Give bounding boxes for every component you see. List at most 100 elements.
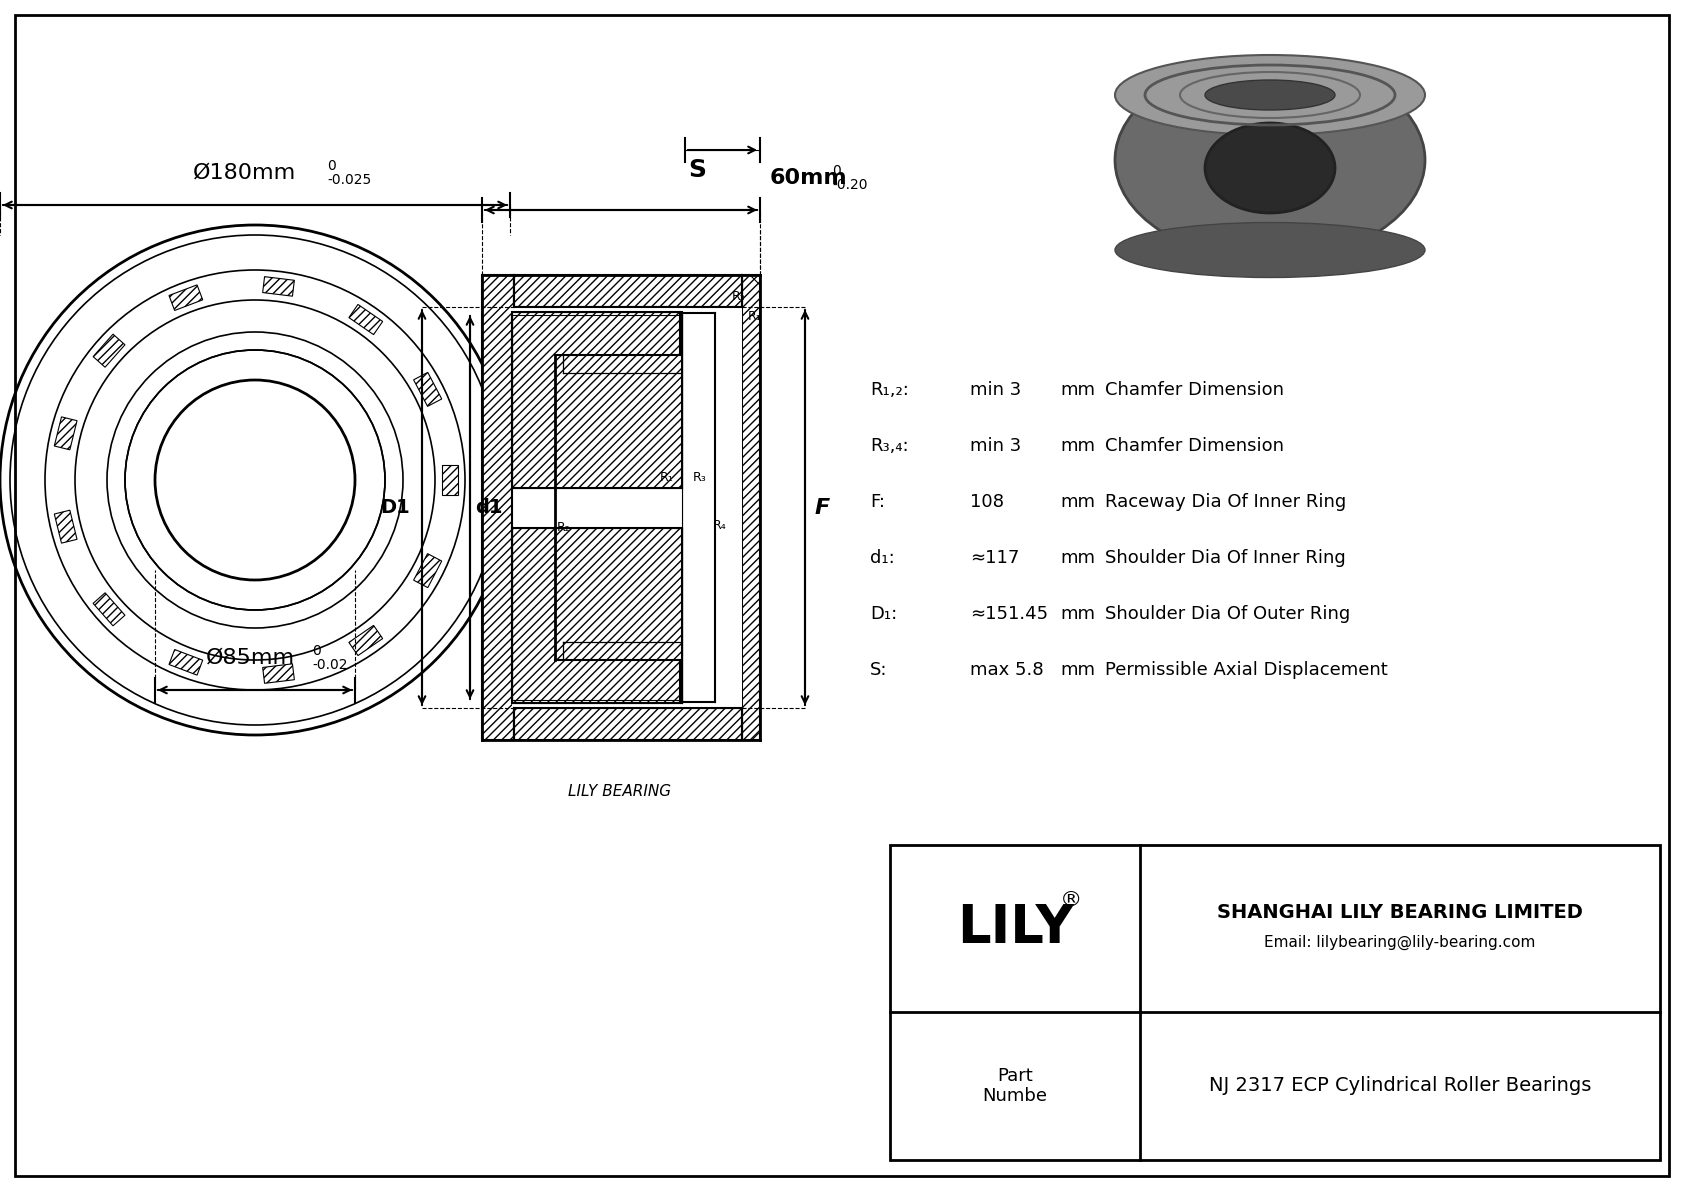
Text: 108: 108: [970, 493, 1004, 511]
Bar: [54, 510, 77, 543]
Text: SHANGHAI LILY BEARING LIMITED: SHANGHAI LILY BEARING LIMITED: [1218, 903, 1583, 922]
Bar: [349, 305, 382, 335]
Text: mm: mm: [1059, 549, 1095, 567]
Text: -0.20: -0.20: [832, 177, 867, 192]
Text: max 5.8: max 5.8: [970, 661, 1044, 679]
Bar: [168, 649, 202, 675]
Text: -0.025: -0.025: [327, 173, 370, 187]
Text: D1: D1: [381, 498, 409, 517]
Bar: [680, 313, 716, 701]
Text: Shoulder Dia Of Inner Ring: Shoulder Dia Of Inner Ring: [1105, 549, 1346, 567]
Text: Part
Numbe: Part Numbe: [982, 1067, 1047, 1105]
Ellipse shape: [1115, 223, 1425, 278]
Bar: [680, 313, 716, 701]
Ellipse shape: [1115, 55, 1425, 135]
Bar: [93, 593, 125, 625]
Text: Ø180mm: Ø180mm: [194, 163, 296, 183]
Text: LILY BEARING: LILY BEARING: [569, 785, 672, 799]
Text: min 3: min 3: [970, 437, 1021, 455]
Text: F: F: [815, 498, 830, 518]
Bar: [54, 417, 77, 450]
Bar: [168, 285, 202, 311]
Bar: [680, 307, 743, 707]
Text: R₁,₂:: R₁,₂:: [871, 381, 909, 399]
Bar: [263, 663, 295, 684]
Bar: [414, 554, 441, 587]
Bar: [514, 707, 743, 740]
Bar: [349, 305, 382, 335]
Bar: [514, 275, 743, 307]
Text: Chamfer Dimension: Chamfer Dimension: [1105, 437, 1283, 455]
Text: R₂: R₂: [733, 291, 746, 304]
Text: 0: 0: [312, 644, 320, 657]
Text: ≈151.45: ≈151.45: [970, 605, 1047, 623]
Text: Ø85mm: Ø85mm: [205, 648, 295, 668]
Bar: [512, 314, 682, 700]
Text: 0: 0: [832, 164, 840, 177]
Bar: [743, 275, 759, 740]
Text: 0: 0: [327, 160, 335, 173]
Text: NJ 2317 ECP Cylindrical Roller Bearings: NJ 2317 ECP Cylindrical Roller Bearings: [1209, 1077, 1591, 1096]
Bar: [349, 625, 382, 655]
Text: min 3: min 3: [970, 381, 1021, 399]
Text: S: S: [689, 158, 707, 182]
Bar: [93, 335, 125, 367]
Ellipse shape: [1115, 60, 1425, 260]
Bar: [716, 307, 743, 707]
Text: mm: mm: [1059, 493, 1095, 511]
Bar: [556, 355, 680, 660]
Bar: [168, 649, 202, 675]
Text: ≈117: ≈117: [970, 549, 1019, 567]
Bar: [93, 593, 125, 625]
Bar: [512, 314, 682, 700]
Text: D₁:: D₁:: [871, 605, 898, 623]
Bar: [414, 373, 441, 406]
Text: d1: d1: [475, 498, 502, 517]
Text: ®: ®: [1059, 891, 1083, 910]
Bar: [512, 307, 682, 707]
Bar: [482, 275, 514, 740]
Text: Raceway Dia Of Inner Ring: Raceway Dia Of Inner Ring: [1105, 493, 1346, 511]
Bar: [891, 844, 1660, 1160]
Bar: [514, 707, 743, 740]
Bar: [441, 464, 458, 495]
Bar: [512, 528, 682, 703]
Bar: [556, 355, 680, 660]
Text: LILY: LILY: [957, 903, 1073, 954]
Bar: [54, 510, 77, 543]
Bar: [414, 373, 441, 406]
Text: Email: lilybearing@lily-bearing.com: Email: lilybearing@lily-bearing.com: [1265, 935, 1536, 950]
Bar: [514, 275, 743, 307]
Bar: [263, 663, 295, 684]
Text: R₁: R₁: [748, 311, 761, 324]
Text: 60mm: 60mm: [770, 168, 847, 188]
Bar: [93, 335, 125, 367]
Text: mm: mm: [1059, 437, 1095, 455]
Bar: [263, 276, 295, 297]
Bar: [54, 417, 77, 450]
Bar: [512, 528, 682, 703]
Text: Permissible Axial Displacement: Permissible Axial Displacement: [1105, 661, 1388, 679]
Bar: [512, 312, 682, 487]
Bar: [482, 275, 514, 740]
Text: R₄: R₄: [712, 519, 727, 532]
Bar: [414, 554, 441, 587]
Bar: [168, 285, 202, 311]
Text: R₃,₄:: R₃,₄:: [871, 437, 909, 455]
Bar: [512, 312, 682, 487]
Text: -0.02: -0.02: [312, 657, 347, 672]
Bar: [263, 276, 295, 297]
Text: mm: mm: [1059, 605, 1095, 623]
Text: R₃: R₃: [694, 470, 707, 484]
Ellipse shape: [1206, 80, 1335, 110]
Text: S:: S:: [871, 661, 887, 679]
Text: Chamfer Dimension: Chamfer Dimension: [1105, 381, 1283, 399]
Text: F:: F:: [871, 493, 886, 511]
Bar: [349, 625, 382, 655]
Bar: [514, 307, 743, 707]
Bar: [441, 464, 458, 495]
Ellipse shape: [1206, 123, 1335, 213]
Text: mm: mm: [1059, 661, 1095, 679]
Bar: [743, 275, 759, 740]
Text: mm: mm: [1059, 381, 1095, 399]
